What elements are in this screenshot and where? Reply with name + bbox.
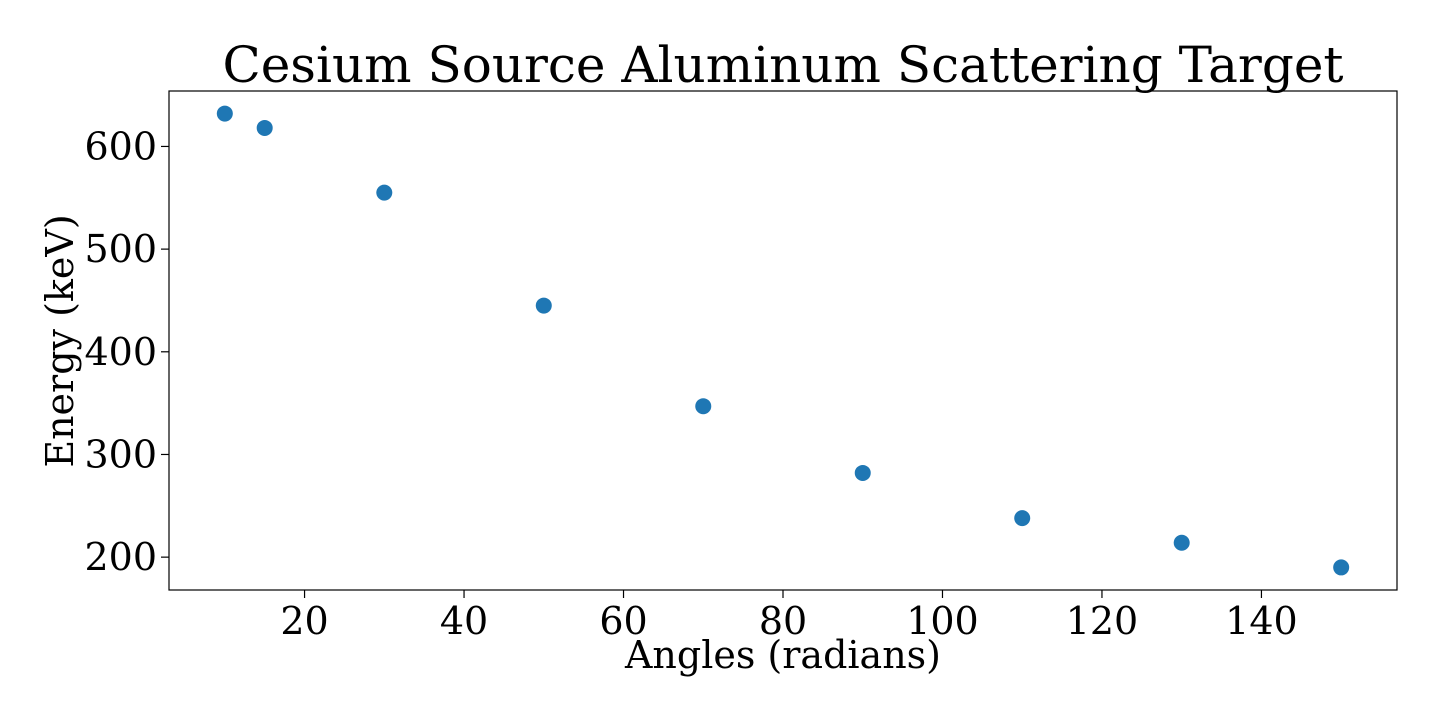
y-tick-label: 600 <box>84 124 157 168</box>
plot-frame <box>168 90 1398 591</box>
y-tick-label: 500 <box>84 227 157 271</box>
data-point <box>535 297 552 314</box>
data-point <box>854 464 871 481</box>
y-axis-label: Energy (keV) <box>38 214 82 467</box>
y-tick-label: 400 <box>84 330 157 374</box>
data-point <box>1014 510 1031 527</box>
y-tick-label: 300 <box>84 432 157 476</box>
x-tick-label: 20 <box>280 599 328 643</box>
y-tick-label: 200 <box>84 535 157 579</box>
x-tick-label: 40 <box>440 599 488 643</box>
data-point <box>216 105 233 122</box>
data-point <box>1333 559 1350 576</box>
x-tick-label: 100 <box>906 599 979 643</box>
x-tick-label: 120 <box>1066 599 1139 643</box>
data-point <box>1173 534 1190 551</box>
data-point <box>695 398 712 415</box>
data-point <box>256 119 273 136</box>
x-tick-label: 80 <box>759 599 807 643</box>
x-tick-label: 60 <box>599 599 647 643</box>
chart-title: Cesium Source Aluminum Scattering Target <box>222 36 1343 94</box>
x-axis-label: Angles (radians) <box>624 633 941 677</box>
data-point <box>376 184 393 201</box>
x-tick-label: 140 <box>1225 599 1298 643</box>
plot-area: 20 40 60 80 100 120 140 200 300 400 500 600 <box>84 90 1398 643</box>
